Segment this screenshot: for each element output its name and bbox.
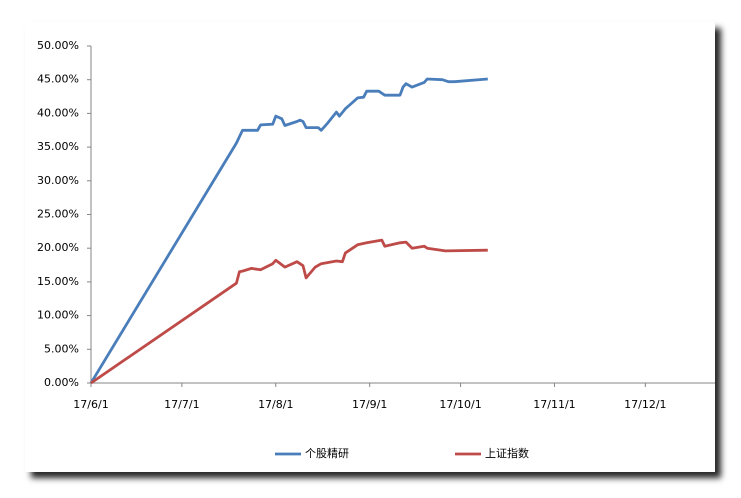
y-tick-label: 15.00% <box>37 275 79 288</box>
y-tick-label: 10.00% <box>37 309 79 322</box>
x-tick-label: 17/7/1 <box>164 398 199 411</box>
x-tick-label: 17/12/1 <box>624 398 666 411</box>
y-tick-label: 0.00% <box>44 376 79 389</box>
y-tick-label: 30.00% <box>37 174 79 187</box>
y-tick-label: 45.00% <box>37 73 79 86</box>
x-tick-label: 17/8/1 <box>258 398 293 411</box>
y-tick-label: 20.00% <box>37 241 79 254</box>
x-tick-label: 17/10/1 <box>439 398 481 411</box>
chart-card <box>25 22 715 472</box>
legend-label: 上证指数 <box>485 446 529 460</box>
y-tick-label: 50.00% <box>37 39 79 52</box>
series-line <box>89 77 488 384</box>
x-tick-label: 17/6/1 <box>73 398 108 411</box>
x-tick-label: 17/9/1 <box>352 398 387 411</box>
x-tick-label: 17/11/1 <box>533 398 575 411</box>
y-tick-label: 25.00% <box>37 208 79 221</box>
y-tick-label: 5.00% <box>44 342 79 355</box>
y-tick-label: 35.00% <box>37 140 79 153</box>
series-line <box>90 238 488 385</box>
y-tick-label: 40.00% <box>37 106 79 119</box>
legend-label: 个股精研 <box>305 447 349 460</box>
